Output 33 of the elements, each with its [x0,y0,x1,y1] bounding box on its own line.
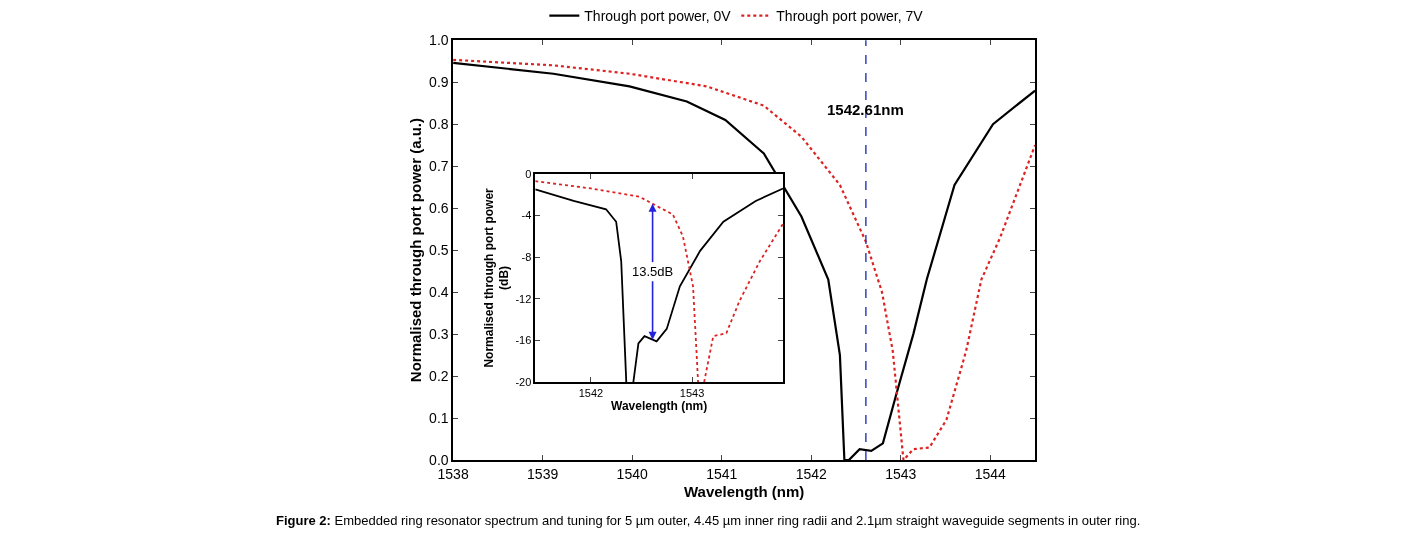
y-tick-label: -12 [515,292,532,305]
caption: Figure 2: Embedded ring resonator spectrum and tuning for 5 µm outer, 4.45 µm inner ring radii and 2.1µm straight waveguide segments in outer ring. [276,513,1141,528]
y-tick-label: -8 [521,250,532,263]
y-tick-label: 0.8 [429,116,449,133]
y-tick-label: 0.3 [429,326,449,343]
annotation: 13.5dB [632,264,674,279]
x-tick-label: 1543 [885,465,917,482]
y-tick-label: 0.1 [429,410,449,427]
y-tick-label: 0 [525,167,532,180]
y-tick-label: 0.9 [429,74,449,91]
y-axis-title: Normalised through port power (a.u.) [406,118,424,383]
y-tick-label: 0.2 [429,368,449,385]
legend-label: Through port power, 7V [776,8,924,25]
x-axis-title: Wavelength (nm) [683,483,805,501]
y-tick-label: -20 [515,375,532,388]
ref-line-label: 1542.61nm [827,101,904,118]
y-tick-label: 1.0 [429,32,449,49]
x-tick-label: 1540 [616,465,648,482]
x-axis-title: Wavelength (nm) [611,398,708,413]
y-axis-title: Normalised through port power (dB) [481,187,512,368]
y-tick-label: -16 [515,334,532,347]
legend-label: Through port power, 0V [584,8,732,25]
x-tick-label: 1544 [974,465,1007,482]
x-tick-label: 1542 [578,386,604,399]
x-tick-label: 1543 [679,386,705,399]
y-tick-label: 0.5 [429,242,449,259]
x-tick-label: 1541 [706,465,738,482]
y-tick-label: 0.6 [429,200,449,217]
y-tick-label: 0.7 [429,158,449,175]
y-tick-label: 0.4 [429,284,449,301]
x-tick-label: 1539 [527,465,559,482]
x-tick-label: 1542 [795,465,828,482]
y-tick-label: -4 [521,209,532,222]
